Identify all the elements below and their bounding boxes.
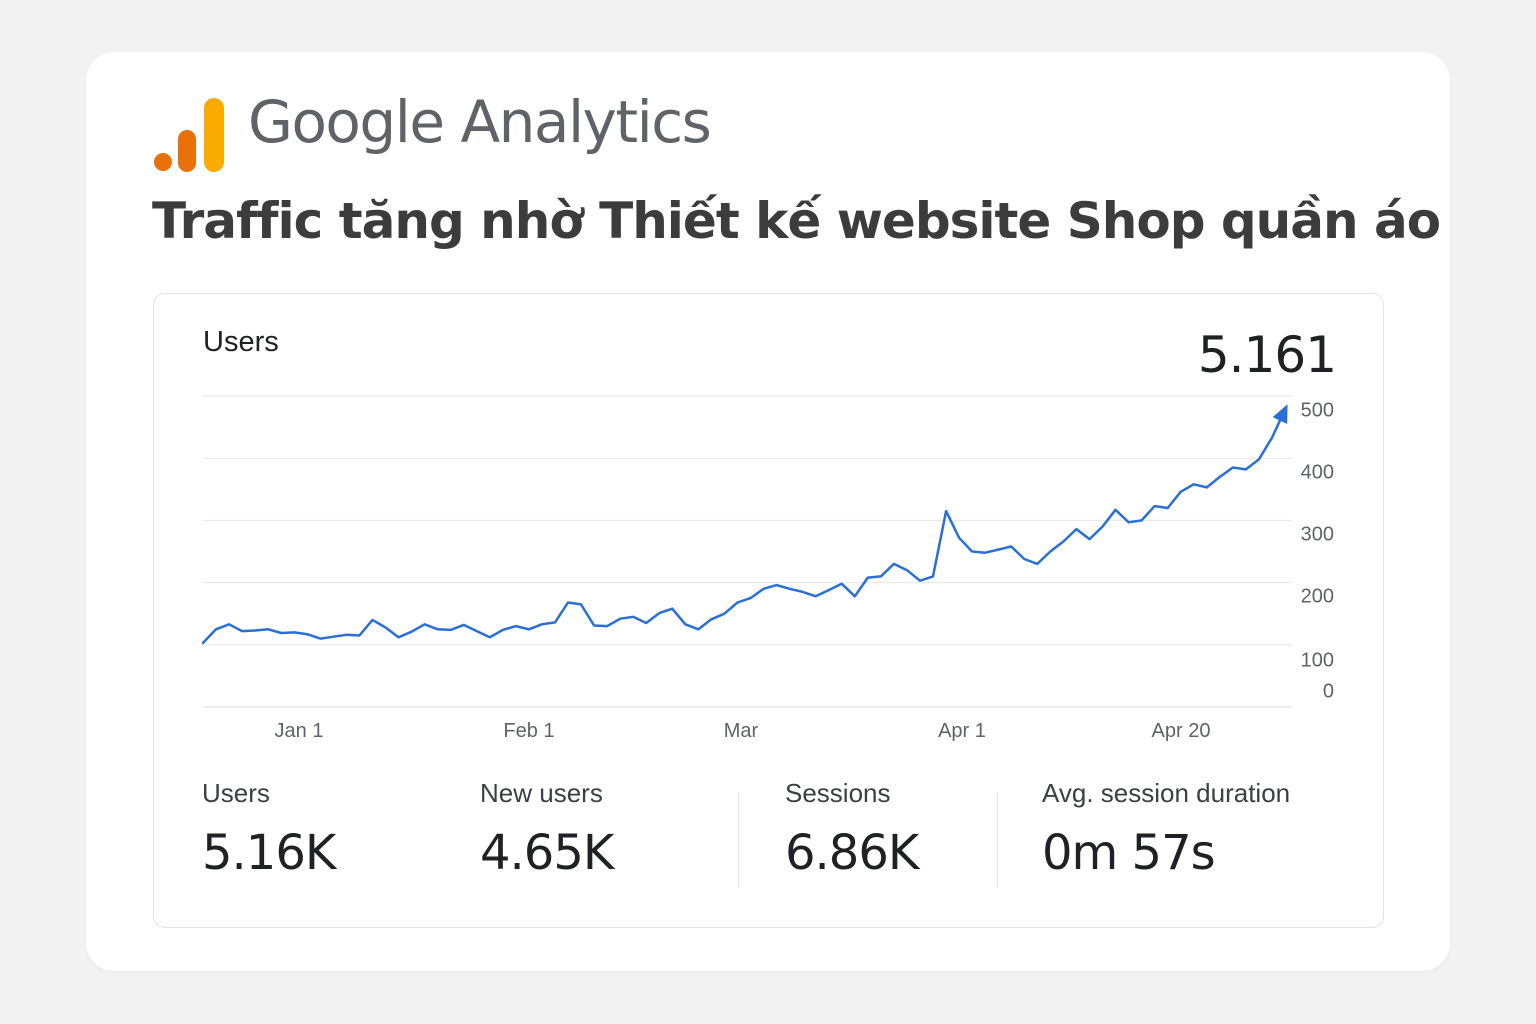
stat-label: New users: [480, 778, 603, 808]
stat-label: Users: [202, 778, 270, 808]
logo-bar-tall: [204, 98, 224, 172]
stat-sessions[interactable]: Sessions 6.86K: [785, 778, 919, 881]
logo-bar-mid: [178, 130, 196, 172]
logo-dot: [154, 153, 172, 171]
stat-avg-session-duration[interactable]: Avg. session duration 0m 57s: [1042, 778, 1290, 881]
metric-label: Users: [203, 326, 279, 358]
stat-users[interactable]: Users 5.16K: [202, 778, 336, 881]
stat-new-users[interactable]: New users 4.65K: [480, 778, 614, 881]
logo-wordmark: Google Analytics: [248, 88, 712, 156]
stat-value: 0m 57s: [1042, 825, 1216, 881]
stat-value: 5.16K: [202, 825, 336, 881]
stat-label: Avg. session duration: [1042, 778, 1291, 808]
stat-label: Sessions: [785, 778, 891, 808]
stat-divider: [997, 792, 998, 888]
metric-total: 5.161: [1197, 326, 1337, 384]
stat-divider: [738, 792, 739, 888]
analytics-logo-icon: [154, 98, 224, 172]
stat-value: 6.86K: [785, 825, 919, 881]
page-title: Traffic tăng nhờ Thiết kế website Shop q…: [152, 192, 1441, 250]
stat-value: 4.65K: [480, 825, 614, 881]
